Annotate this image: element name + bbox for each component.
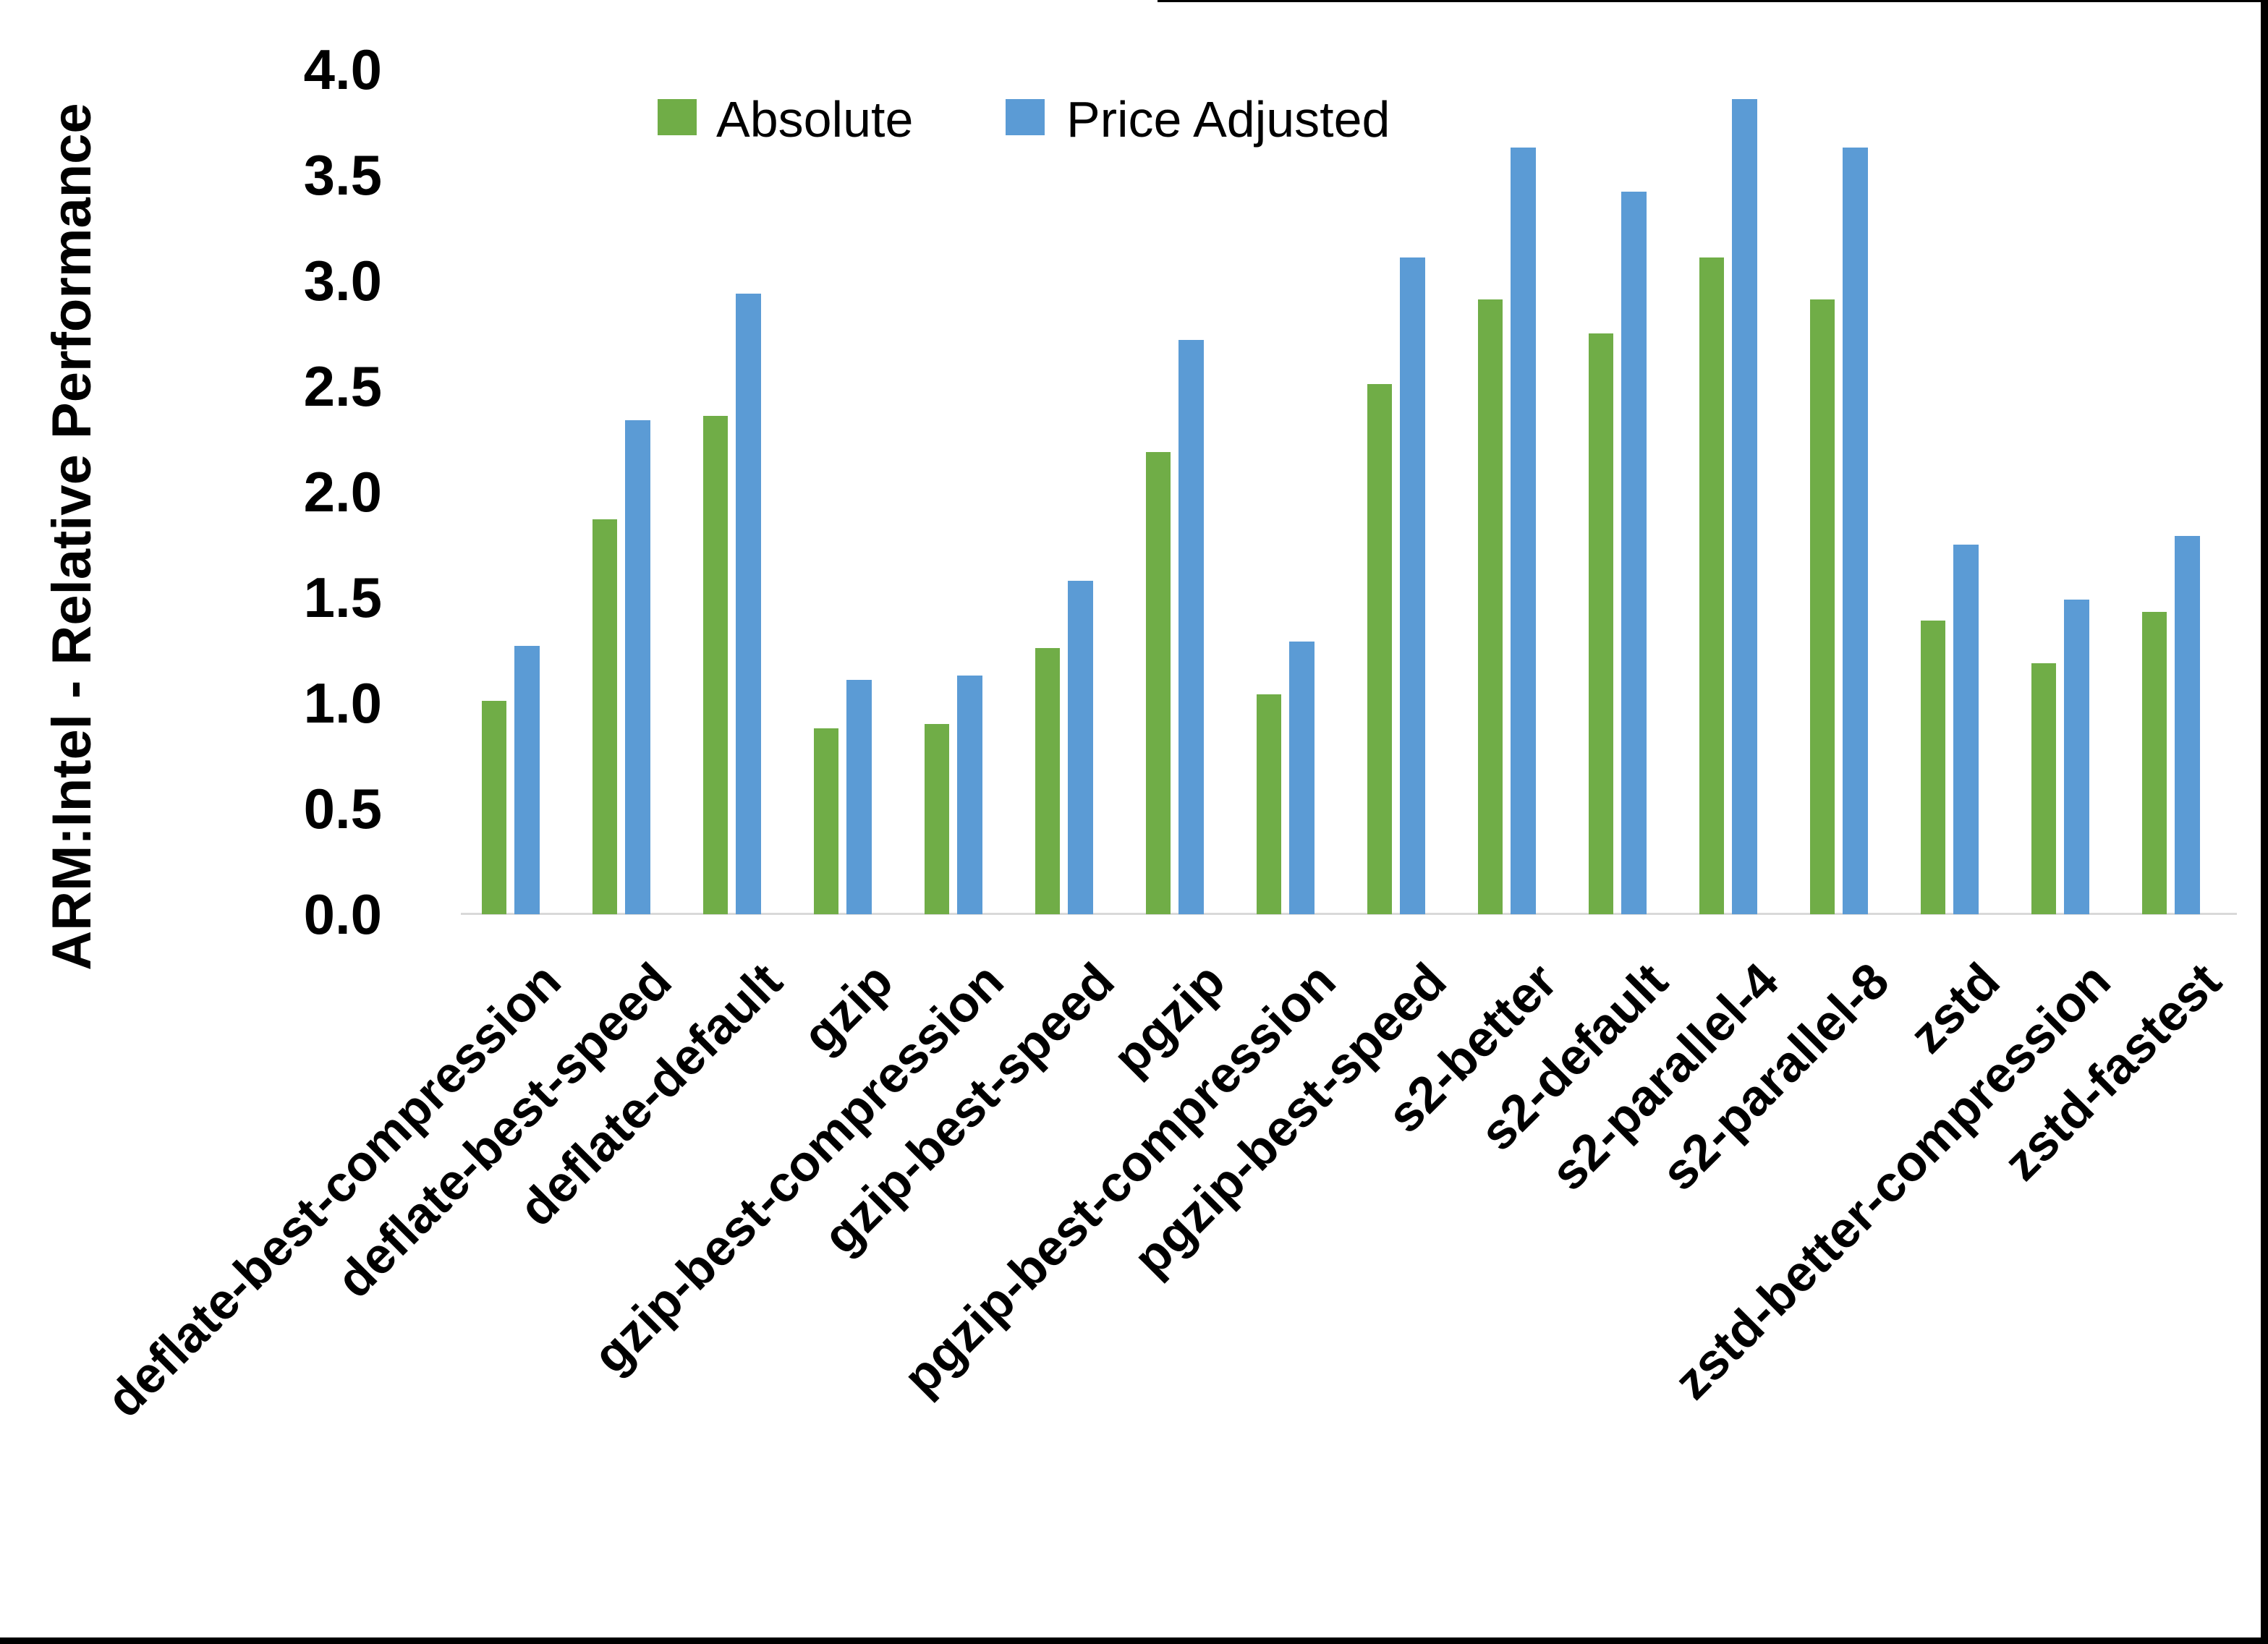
bar-price-adjusted-zstd-better-compression	[2064, 600, 2089, 914]
y-tick-label-3.0: 3.0	[303, 249, 382, 312]
bar-price-adjusted-gzip-best-speed	[1068, 581, 1093, 914]
bar-absolute-s2-default	[1589, 333, 1613, 914]
bar-price-adjusted-s2-default	[1621, 192, 1647, 914]
y-tick-label-1.0: 1.0	[303, 671, 382, 735]
y-tick-label-3.5: 3.5	[303, 143, 382, 207]
bar-absolute-s2-better	[1478, 299, 1503, 914]
bar-absolute-zstd-better-compression	[2031, 663, 2056, 914]
bar-price-adjusted-pgzip-best-compression	[1289, 642, 1314, 914]
bar-absolute-deflate-best-compression	[482, 701, 506, 914]
bar-absolute-deflate-best-speed	[593, 519, 617, 914]
bar-absolute-gzip-best-compression	[925, 724, 949, 914]
bar-absolute-gzip	[814, 728, 838, 914]
bar-price-adjusted-pgzip-best-speed	[1400, 257, 1425, 914]
bar-absolute-pgzip	[1146, 452, 1171, 914]
bar-price-adjusted-s2-better	[1511, 148, 1536, 914]
bottom-border	[0, 1637, 2268, 1644]
bar-absolute-pgzip-best-speed	[1367, 384, 1392, 914]
bar-price-adjusted-s2-parallel-4	[1732, 99, 1757, 914]
bar-price-adjusted-s2-parallel-8	[1843, 148, 1868, 914]
bar-absolute-s2-parallel-4	[1699, 257, 1724, 914]
bar-price-adjusted-gzip-best-compression	[957, 676, 982, 914]
top-border	[1158, 0, 2268, 2]
y-tick-label-1.5: 1.5	[303, 566, 382, 629]
bar-absolute-deflate-default	[703, 416, 728, 914]
y-tick-label-0.5: 0.5	[303, 777, 382, 840]
bar-price-adjusted-zstd-fastest	[2175, 536, 2200, 914]
bar-absolute-s2-parallel-8	[1810, 299, 1835, 914]
bar-absolute-pgzip-best-compression	[1257, 694, 1281, 914]
bar-absolute-zstd	[1921, 621, 1945, 914]
bar-price-adjusted-deflate-best-speed	[625, 420, 650, 914]
legend-swatch-absolute	[658, 99, 697, 135]
legend-swatch-price-adjusted	[1006, 99, 1045, 135]
y-tick-label-2.5: 2.5	[303, 354, 382, 418]
y-axis-title: ARM:Intel - Relative Performance	[41, 103, 103, 971]
bar-price-adjusted-gzip	[846, 680, 872, 914]
bar-absolute-zstd-fastest	[2142, 612, 2167, 914]
y-tick-label-2.0: 2.0	[303, 460, 382, 524]
legend-label-price-adjusted: Price Adjusted	[1066, 91, 1390, 148]
bar-price-adjusted-pgzip	[1178, 340, 1204, 914]
y-tick-label-4.0: 4.0	[303, 38, 382, 101]
legend-label-absolute: Absolute	[716, 91, 914, 148]
bar-absolute-gzip-best-speed	[1035, 648, 1060, 914]
bar-price-adjusted-zstd	[1953, 545, 1979, 914]
y-tick-label-0.0: 0.0	[303, 882, 382, 946]
right-border	[2261, 0, 2268, 1644]
bar-price-adjusted-deflate-best-compression	[514, 646, 540, 914]
x-axis-line	[461, 913, 2237, 915]
bar-price-adjusted-deflate-default	[736, 294, 761, 914]
